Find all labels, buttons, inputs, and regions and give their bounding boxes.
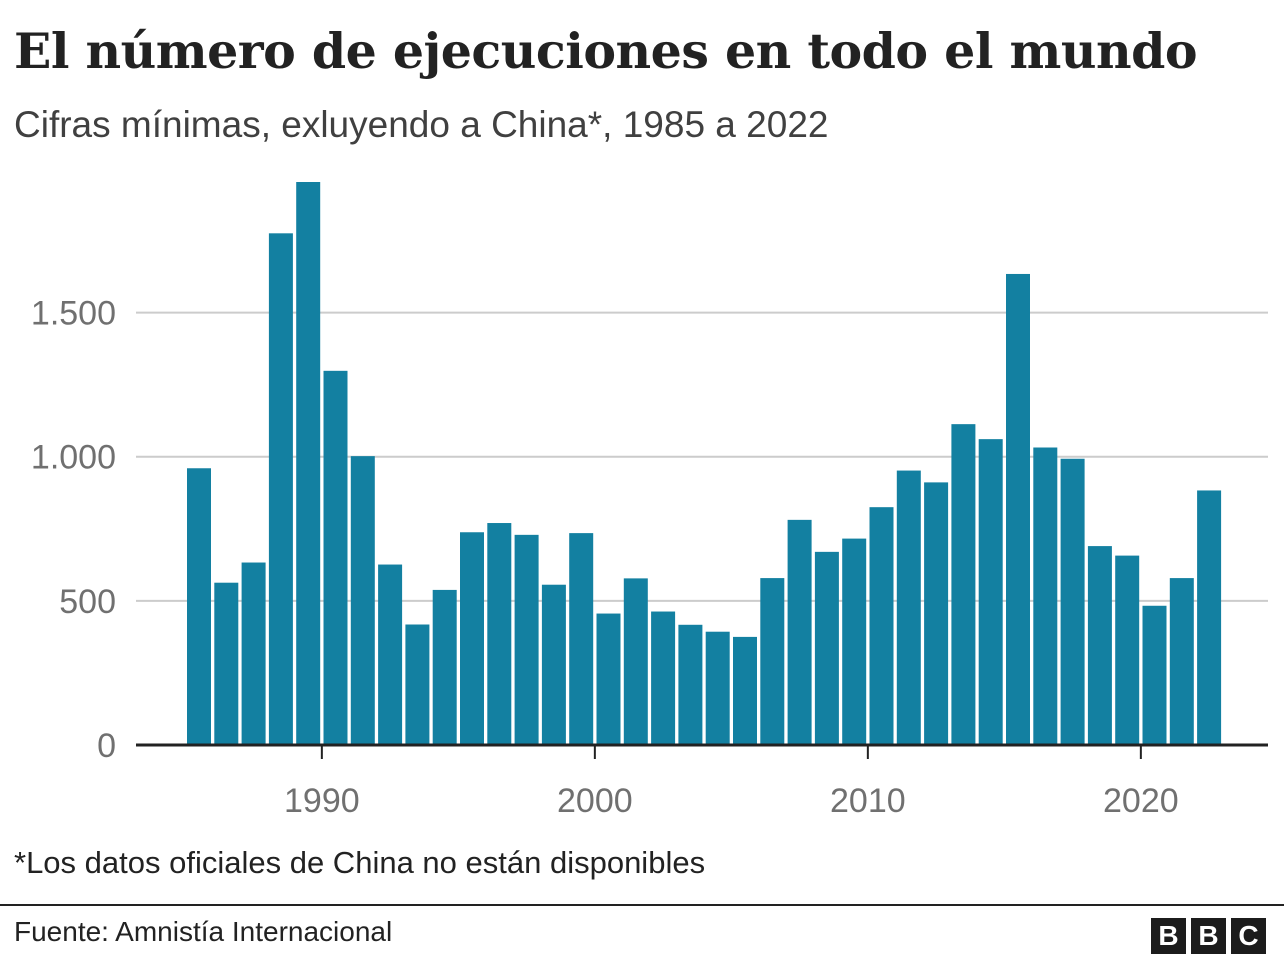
x-tick-label: 2010	[830, 782, 906, 820]
y-axis-ticks: 0 500 1.000 1.500	[31, 295, 116, 765]
bar-2003	[678, 624, 703, 745]
bar-2011	[896, 470, 921, 745]
bar-1991	[350, 456, 375, 745]
bar-1994	[432, 589, 457, 745]
footer-divider	[0, 904, 1284, 906]
bar-2001	[623, 578, 648, 745]
bar-1998	[541, 584, 566, 745]
bar-2014	[978, 439, 1003, 745]
bar-2019	[1115, 555, 1140, 745]
bar-2007	[787, 519, 812, 745]
chart-subtitle: Cifras mínimas, exluyendo a China*, 1985…	[14, 104, 829, 145]
bar-1999	[569, 533, 594, 745]
bar-2004	[705, 631, 730, 745]
bar-2010	[869, 507, 894, 745]
bar-2016	[1033, 447, 1058, 745]
y-tick-label: 1.000	[31, 439, 116, 477]
y-tick-label: 0	[97, 727, 116, 765]
chart-title: El número de ejecuciones en todo el mund…	[14, 22, 1198, 80]
bar-2018	[1087, 546, 1112, 745]
y-tick-label: 500	[59, 583, 116, 621]
bar-1987	[241, 562, 266, 745]
bar-1995	[460, 532, 484, 745]
bar-chart: 0 500 1.000 1.500 1990 2000 2010 2020	[31, 182, 1268, 820]
bar-1986	[214, 582, 239, 745]
logo-letter: B	[1151, 918, 1186, 954]
bbc-logo: B B C	[1151, 918, 1266, 954]
bar-2002	[651, 611, 676, 745]
x-tick-label: 1990	[284, 782, 360, 820]
bar-2012	[924, 482, 949, 745]
bar-1989	[296, 182, 321, 745]
bar-1990	[323, 370, 348, 745]
x-axis-ticks: 1990 2000 2010 2020	[284, 745, 1179, 820]
bar-1985	[187, 468, 211, 745]
logo-letter: B	[1191, 918, 1226, 954]
bar-2008	[814, 551, 839, 745]
bar-2013	[951, 424, 976, 745]
bar-2000	[596, 613, 621, 745]
y-tick-label: 1.500	[31, 295, 116, 333]
bar-2009	[842, 538, 867, 745]
bar-1996	[487, 523, 512, 745]
source-credit: Fuente: Amnistía Internacional	[14, 916, 393, 947]
bar-2017	[1060, 458, 1085, 745]
x-tick-label: 2000	[557, 782, 633, 820]
bar-2021	[1169, 578, 1194, 745]
logo-letter: C	[1231, 918, 1266, 954]
bar-1993	[405, 624, 430, 745]
bar-1992	[378, 564, 403, 745]
bars	[187, 182, 1222, 745]
bar-2022	[1197, 490, 1222, 745]
bar-2015	[1006, 273, 1030, 745]
footnote: *Los datos oficiales de China no están d…	[14, 845, 706, 880]
bar-2005	[733, 636, 757, 745]
bar-1997	[514, 534, 539, 745]
bar-2020	[1142, 605, 1167, 745]
bar-2006	[760, 578, 785, 745]
bar-1988	[268, 233, 293, 745]
x-tick-label: 2020	[1103, 782, 1179, 820]
